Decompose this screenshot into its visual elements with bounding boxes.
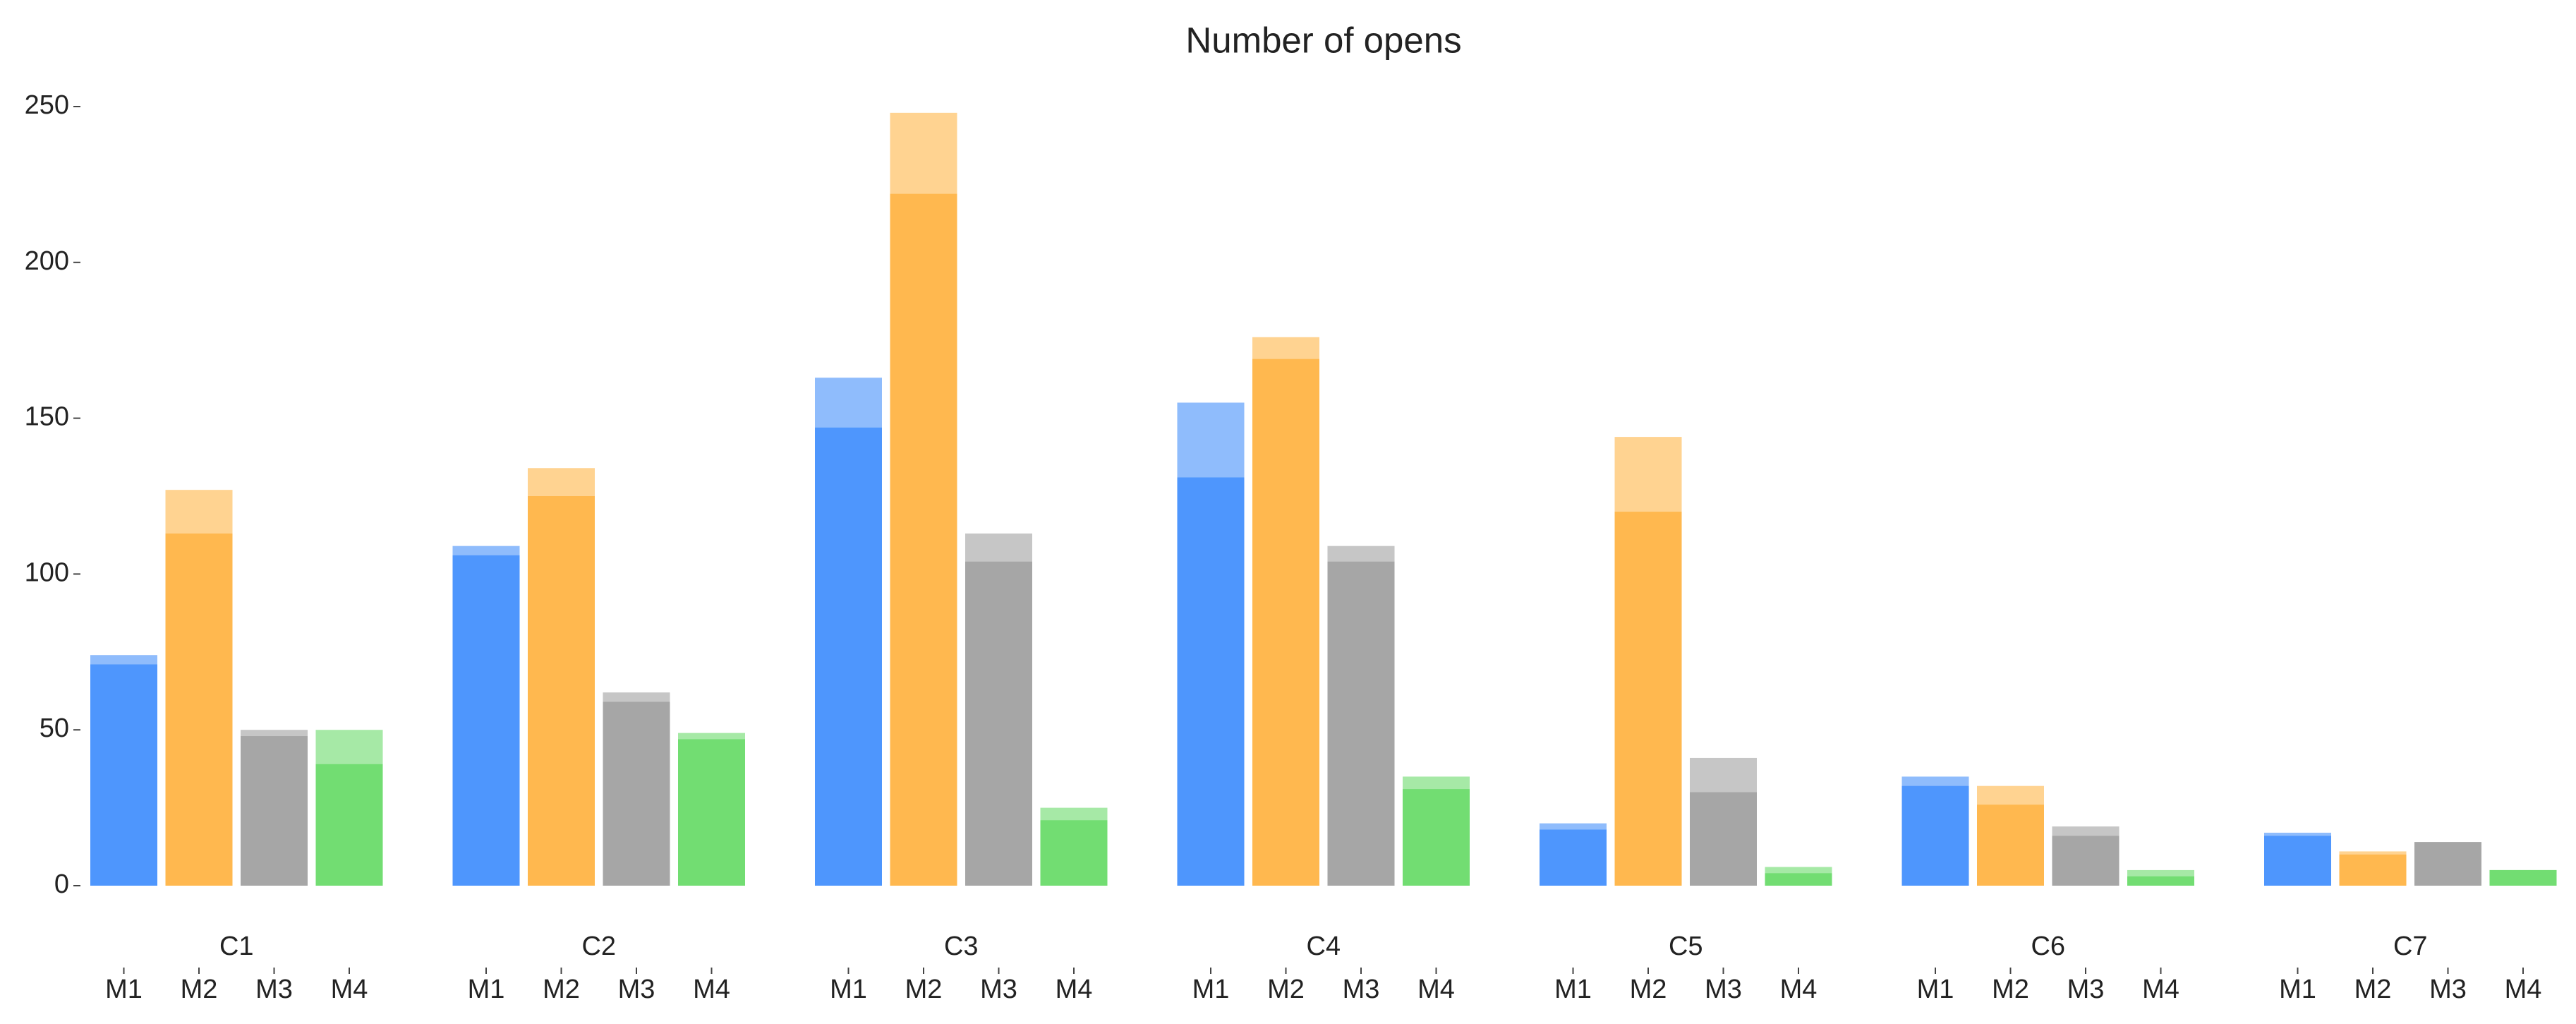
x-tick-label: M1 xyxy=(468,975,505,1004)
x-tick-label: M4 xyxy=(1780,975,1818,1004)
category-label: C1 xyxy=(219,932,254,961)
y-tick-label: 0 xyxy=(54,869,69,899)
chart-title: Number of opens xyxy=(1185,20,1461,60)
category-label: C2 xyxy=(581,932,616,961)
bar xyxy=(90,664,157,886)
bar xyxy=(2489,869,2557,886)
y-tick-label: 200 xyxy=(25,246,69,276)
bar xyxy=(1252,359,1319,886)
category-label: C6 xyxy=(2031,932,2065,961)
bar xyxy=(528,496,595,886)
bar xyxy=(1690,792,1757,886)
x-tick-label: M2 xyxy=(181,975,218,1004)
y-tick-label: 100 xyxy=(25,558,69,587)
bar xyxy=(603,701,670,886)
x-tick-label: M2 xyxy=(1267,975,1305,1004)
x-tick-label: M2 xyxy=(905,975,943,1004)
bar xyxy=(1614,512,1682,886)
x-tick-label: M4 xyxy=(1417,975,1455,1004)
bar xyxy=(452,555,520,886)
bar xyxy=(2127,876,2194,886)
x-tick-label: M4 xyxy=(2505,975,2542,1004)
x-tick-label: M4 xyxy=(1056,975,1093,1004)
bar xyxy=(2052,836,2120,886)
bar xyxy=(1977,805,2044,886)
x-tick-label: M2 xyxy=(2354,975,2392,1004)
x-tick-label: M2 xyxy=(1992,975,2029,1004)
x-tick-label: M3 xyxy=(2067,975,2105,1004)
bar xyxy=(165,533,233,886)
x-tick-label: M1 xyxy=(105,975,143,1004)
category-label: C7 xyxy=(2393,932,2428,961)
bar xyxy=(315,764,383,886)
x-tick-label: M4 xyxy=(693,975,730,1004)
x-tick-label: M1 xyxy=(830,975,867,1004)
x-tick-label: M3 xyxy=(255,975,293,1004)
bar xyxy=(1327,561,1395,886)
x-tick-label: M1 xyxy=(1917,975,1954,1004)
bar xyxy=(965,561,1032,886)
x-tick-label: M3 xyxy=(1343,975,1380,1004)
y-tick-label: 50 xyxy=(40,713,69,743)
x-tick-label: M3 xyxy=(980,975,1017,1004)
bar xyxy=(815,427,882,886)
category-label: C4 xyxy=(1306,932,1341,961)
bar xyxy=(1901,785,1969,886)
bar xyxy=(678,739,745,886)
bar xyxy=(890,193,957,886)
x-tick-label: M2 xyxy=(1630,975,1667,1004)
x-tick-label: M3 xyxy=(618,975,655,1004)
bar xyxy=(1765,873,1832,886)
bar xyxy=(2414,842,2481,886)
x-tick-label: M1 xyxy=(1554,975,1592,1004)
x-tick-label: M3 xyxy=(2429,975,2467,1004)
x-tick-label: M3 xyxy=(1705,975,1742,1004)
bar xyxy=(2264,836,2331,886)
x-tick-label: M2 xyxy=(543,975,580,1004)
x-tick-label: M1 xyxy=(2279,975,2316,1004)
category-label: C3 xyxy=(944,932,979,961)
x-tick-label: M4 xyxy=(2142,975,2179,1004)
bar xyxy=(1540,829,1607,886)
y-tick-label: 150 xyxy=(25,402,69,432)
category-label: C5 xyxy=(1669,932,1703,961)
bar xyxy=(241,736,308,886)
bar xyxy=(2339,854,2407,886)
y-tick-label: 250 xyxy=(25,90,69,120)
x-tick-label: M1 xyxy=(1192,975,1230,1004)
bar xyxy=(1040,820,1108,886)
bar xyxy=(1403,789,1470,886)
x-tick-label: M4 xyxy=(331,975,368,1004)
bar xyxy=(1177,477,1245,886)
